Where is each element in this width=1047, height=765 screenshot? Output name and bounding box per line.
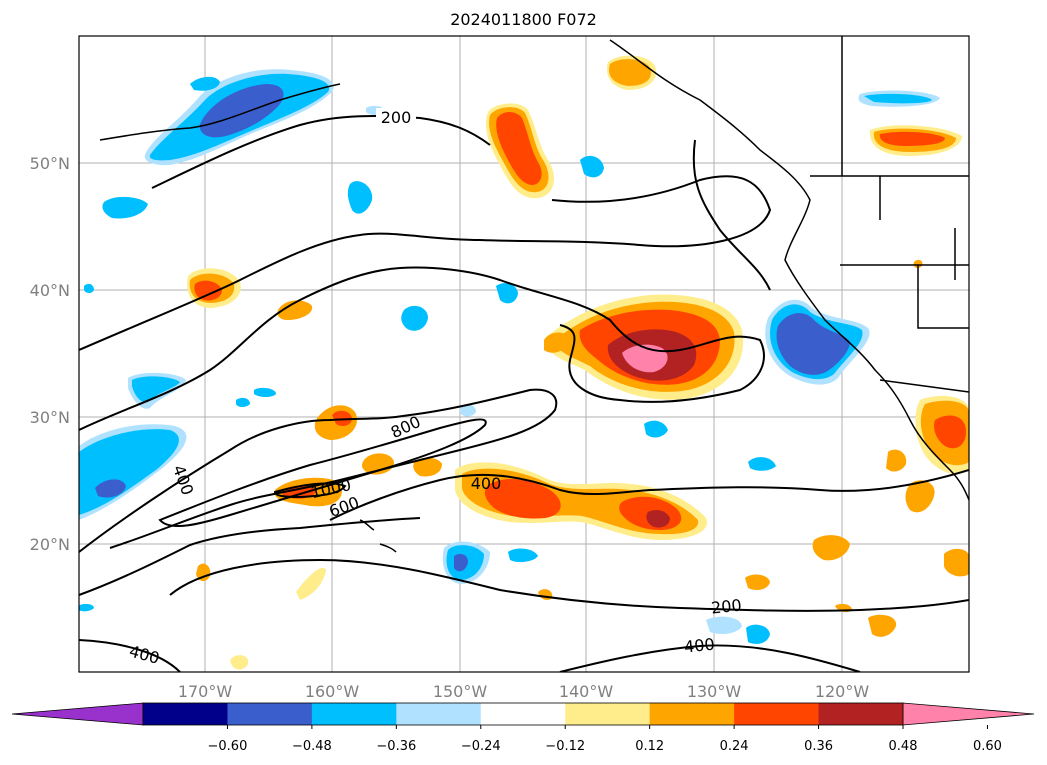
contour-600-inner (79, 388, 558, 553)
lat-label-20n: 20°N (30, 535, 70, 554)
negative-anomaly-fills (79, 69, 940, 644)
colorbar: −0.60 −0.48 −0.36 −0.24 −0.12 0.12 0.24 0.36 0.4… (11, 702, 1035, 754)
lon-label-120w: 120°W (815, 682, 870, 701)
coastline-hawaii (359, 519, 397, 553)
colorbar-segment (818, 703, 904, 725)
colorbar-tick-label: 0.60 (973, 739, 1002, 754)
colorbar-extend-low (11, 702, 144, 726)
contour-400-lower (79, 517, 421, 596)
coastline-north-america (609, 39, 969, 501)
colorbar-tick-label: −0.36 (376, 739, 416, 754)
latitude-labels: 50°N 40°N 30°N 20°N (30, 154, 70, 554)
colorbar-tick-label: 0.12 (635, 739, 664, 754)
lon-label-140w: 140°W (559, 682, 614, 701)
lon-label-160w: 160°W (305, 682, 360, 701)
contour-1000 (273, 482, 347, 499)
contour-200-north (79, 115, 772, 351)
state-borders (840, 36, 969, 329)
map-frame (78, 35, 970, 673)
lat-label-50n: 50°N (30, 154, 70, 173)
coastline-aleutians (99, 83, 341, 141)
contour-600-mid (329, 469, 969, 521)
lon-label-130w: 130°W (687, 682, 742, 701)
contour-label-200-north: 200 (381, 108, 412, 127)
colorbar-tick-label: −0.12 (545, 739, 585, 754)
contour-400-shelf (79, 266, 765, 431)
colorbar-segment (480, 703, 566, 725)
colorbar-tick-label: 0.24 (720, 739, 749, 754)
coastlines (99, 36, 969, 553)
colorbar-segment (649, 703, 735, 725)
contour-label-400-central: 400 (471, 474, 502, 493)
border-us-mexico (879, 379, 969, 393)
colorbar-segment (565, 703, 651, 725)
colorbar-extend-high (902, 702, 1035, 726)
colorbar-segment (227, 703, 313, 725)
colorbar-tick-label: 0.36 (804, 739, 833, 754)
colorbar-tick-label: −0.24 (461, 739, 501, 754)
colorbar-segment (396, 703, 482, 725)
colorbar-segment (734, 703, 820, 725)
contour-400-south (79, 639, 861, 672)
contour-edge (692, 139, 771, 291)
lat-label-30n: 30°N (30, 408, 70, 427)
colorbar-segment (311, 703, 397, 725)
contour-label-200-south: 200 (710, 595, 742, 617)
lon-label-150w: 150°W (433, 682, 488, 701)
anomaly-blob-151w-26n (413, 457, 442, 477)
map-title: 2024011800 F072 (450, 10, 597, 29)
colorbar-segment (143, 703, 228, 725)
height-contours (79, 115, 969, 672)
colorbar-tick-label: −0.48 (292, 739, 332, 754)
anomaly-blob-163w-38n (277, 300, 313, 320)
contour-200-south (169, 558, 969, 612)
contour-800 (158, 418, 487, 528)
colorbar-tick-label: 0.48 (889, 739, 918, 754)
lon-label-170w: 170°W (178, 682, 233, 701)
colorbar-tick-label: −0.60 (208, 739, 248, 754)
lat-label-40n: 40°N (30, 281, 70, 300)
colorbar-outline (142, 702, 904, 726)
contour-label-400-south: 400 (683, 634, 715, 656)
longitude-labels: 170°W 160°W 150°W 140°W 130°W 120°W (178, 682, 870, 701)
